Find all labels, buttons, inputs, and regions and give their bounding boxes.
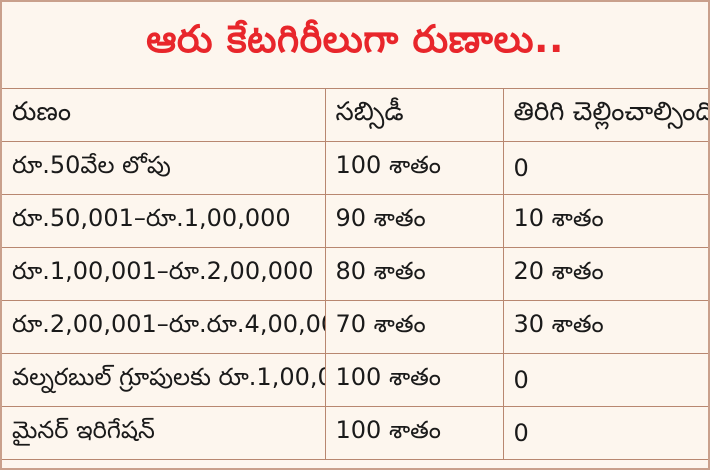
table-row: రూ.50వేల లోపు 100 శాతం 0 (2, 141, 708, 195)
table-row: రూ.50,001–రూ.1,00,000 90 శాతం 10 శాతం (2, 194, 708, 248)
cell-repayment: 0 (502, 353, 708, 407)
cell-subsidy: 90 శాతం (324, 194, 504, 248)
header-loan: రుణం (2, 88, 326, 142)
header-repayment: తిరిగి చెల్లించాల్సింది (502, 88, 708, 142)
page-title: ఆరు కేటగిరీలుగా రుణాలు.. (146, 17, 564, 61)
cell-subsidy: 80 శాతం (324, 247, 504, 301)
loan-table: రుణం సబ్సిడీ తిరిగి చెల్లించాల్సింది రూ.… (2, 88, 708, 460)
cell-loan: వల్నరబుల్ గ్రూపులకు రూ.1,00,000 (2, 353, 326, 407)
cell-loan: రూ.2,00,001–రూ.రూ.4,00,000 (2, 300, 326, 354)
table-row: రూ.2,00,001–రూ.రూ.4,00,000 70 శాతం 30 శా… (2, 300, 708, 354)
cell-repayment: 30 శాతం (502, 300, 708, 354)
cell-subsidy: 70 శాతం (324, 300, 504, 354)
cell-loan: రూ.50వేల లోపు (2, 141, 326, 195)
table-row: రూ.1,00,001–రూ.2,00,000 80 శాతం 20 శాతం (2, 247, 708, 301)
cell-loan: రూ.50,001–రూ.1,00,000 (2, 194, 326, 248)
cell-repayment: 10 శాతం (502, 194, 708, 248)
table-row: మైనర్ ఇరిగేషన్ 100 శాతం 0 (2, 406, 708, 460)
cell-repayment: 20 శాతం (502, 247, 708, 301)
cell-loan: రూ.1,00,001–రూ.2,00,000 (2, 247, 326, 301)
cell-subsidy: 100 శాతం (324, 141, 504, 195)
cell-subsidy: 100 శాతం (324, 406, 504, 460)
cell-repayment: 0 (502, 141, 708, 195)
table-row: వల్నరబుల్ గ్రూపులకు రూ.1,00,000 100 శాతం… (2, 353, 708, 407)
cell-repayment: 0 (502, 406, 708, 460)
cell-loan: మైనర్ ఇరిగేషన్ (2, 406, 326, 460)
table-header-row: రుణం సబ్సిడీ తిరిగి చెల్లించాల్సింది (2, 88, 708, 142)
header-subsidy: సబ్సిడీ (324, 88, 504, 142)
cell-subsidy: 100 శాతం (324, 353, 504, 407)
